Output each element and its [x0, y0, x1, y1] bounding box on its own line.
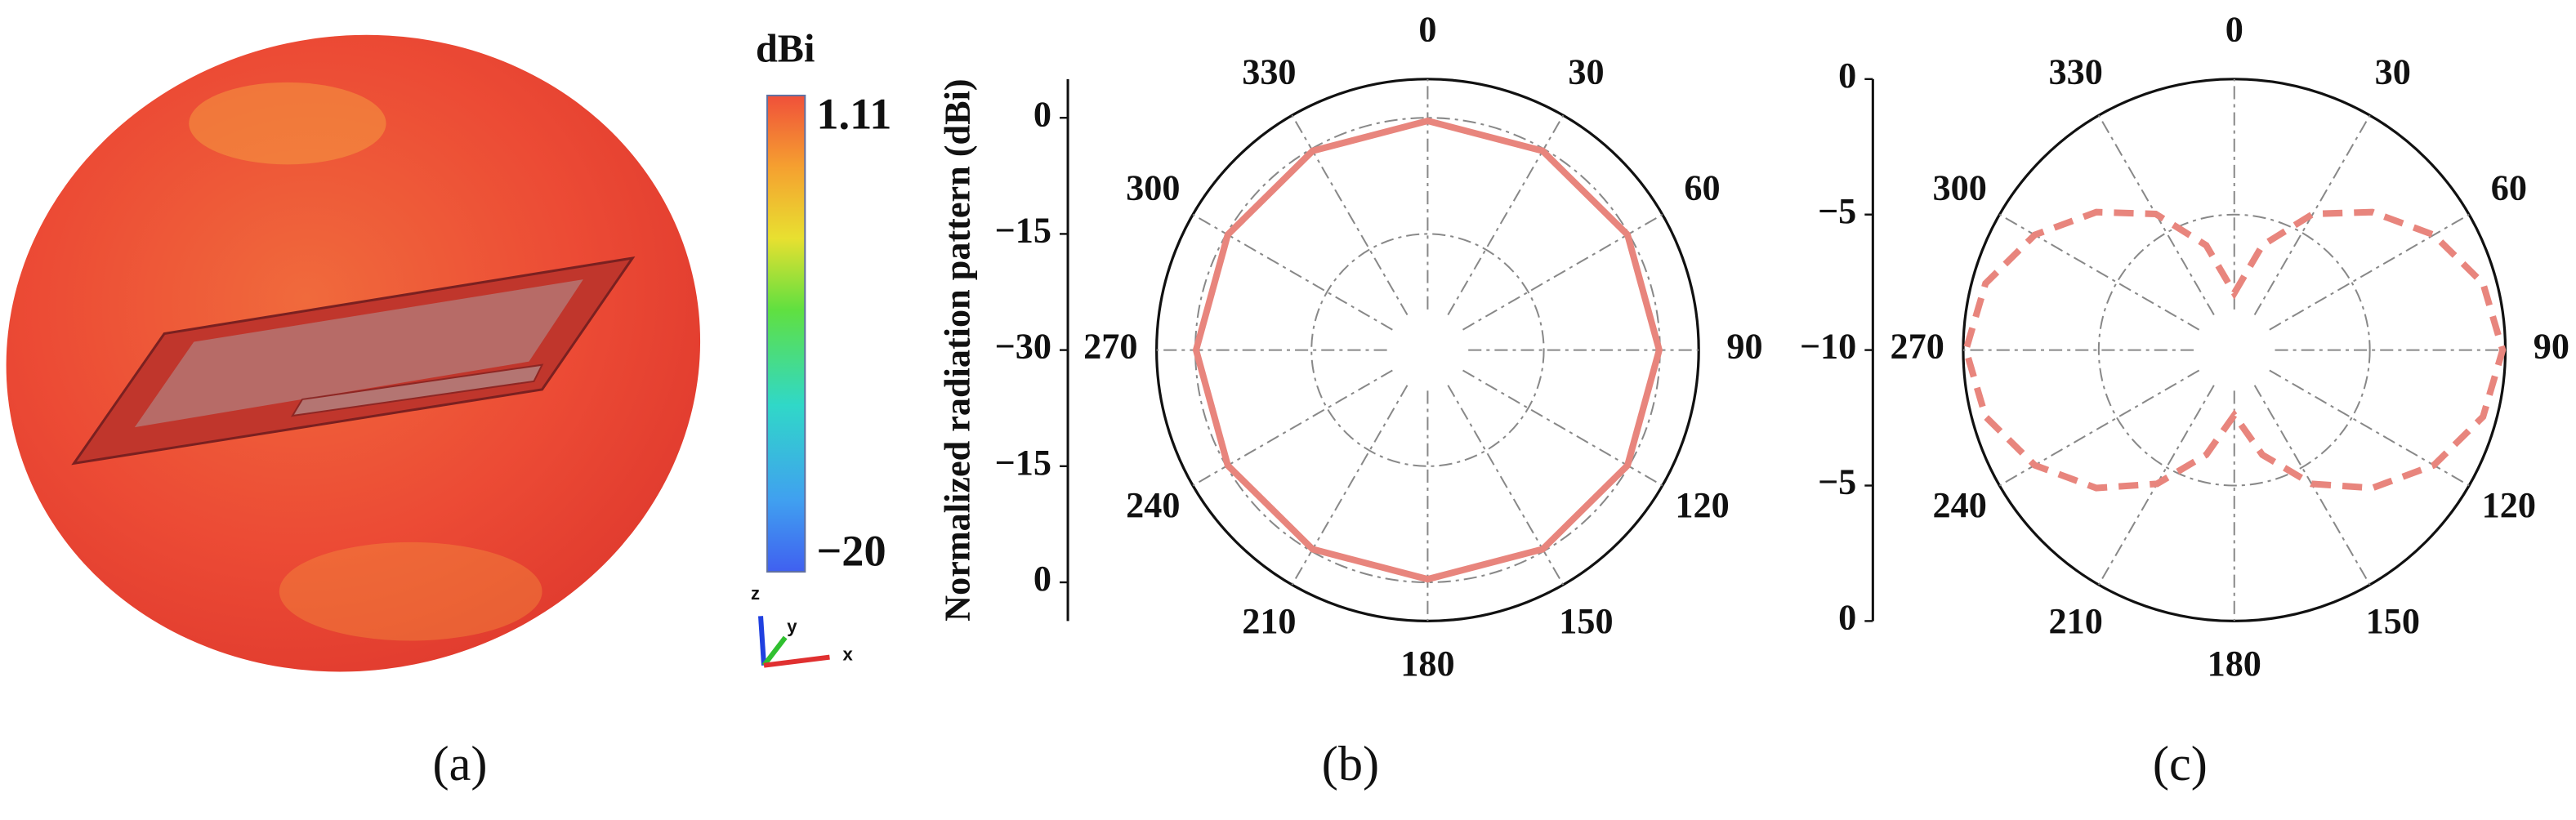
r-tick-label: −5: [1818, 191, 1856, 231]
angle-tick-label: 240: [1126, 485, 1180, 525]
grid-circle: [1194, 117, 1661, 584]
angle-tick-label: 60: [2491, 168, 2527, 208]
angle-tick-label: 0: [2226, 10, 2243, 50]
r-tick-label: 0: [1034, 94, 1051, 134]
axis-triad: z y x: [751, 583, 854, 668]
grid-circle: [2097, 213, 2371, 487]
grid-spoke: [1462, 369, 1663, 487]
grid-circle: [1310, 233, 1545, 467]
angle-tick-label: 90: [2534, 327, 2569, 367]
grid-spoke: [1291, 385, 1409, 586]
triad-label: z: [751, 583, 760, 604]
angle-tick-label: 210: [2049, 601, 2103, 641]
angle-tick-label: 90: [1726, 327, 1762, 367]
r-tick-label: 0: [1838, 56, 1856, 96]
grid-spoke: [1291, 114, 1409, 316]
caption: (c): [2153, 737, 2208, 791]
angle-tick-label: 120: [1675, 485, 1729, 525]
series-line: [1192, 117, 1663, 583]
angle-tick-label: 150: [2366, 601, 2420, 641]
angle-tick-label: 240: [1932, 485, 1986, 525]
r-tick-label: 0: [1034, 559, 1051, 599]
angle-tick-label: 30: [2375, 52, 2411, 92]
angle-tick-label: 0: [1418, 10, 1436, 50]
grid-spoke: [2269, 213, 2470, 331]
grid-spoke: [2253, 114, 2371, 316]
colorbar-tick-label: −20: [816, 526, 886, 575]
angle-tick-label: 30: [1568, 52, 1604, 92]
colorbar-title: dBi: [756, 28, 815, 71]
r-tick-label: 0: [1838, 598, 1856, 638]
grid-spoke: [1462, 213, 1663, 331]
grid-spoke: [1192, 213, 1393, 331]
polar-frame: [1962, 78, 2507, 623]
angle-tick-label: 330: [2049, 52, 2103, 92]
angle-tick-label: 60: [1684, 168, 1720, 208]
angle-tick-label: 120: [2482, 485, 2536, 525]
colorbar-tick-label: 1.11: [816, 90, 891, 139]
polar-frame: [1155, 78, 1700, 623]
grid-spoke: [1192, 369, 1393, 487]
triad-label: x: [843, 644, 854, 664]
angle-tick-label: 300: [1932, 168, 1986, 208]
grid-spoke: [1447, 385, 1565, 586]
caption: (a): [433, 737, 488, 791]
r-tick-label: −30: [995, 327, 1051, 367]
r-tick-label: −15: [995, 443, 1051, 483]
r-tick-label: −15: [995, 211, 1051, 251]
angle-tick-label: 180: [2208, 644, 2261, 684]
grid-spoke: [1447, 114, 1565, 316]
angle-tick-label: 210: [1242, 601, 1296, 641]
colorbar: [766, 94, 806, 573]
r-tick-label: −10: [1800, 327, 1856, 367]
angle-tick-label: 330: [1242, 52, 1296, 92]
triad-label: y: [787, 616, 797, 636]
angle-tick-label: 150: [1559, 601, 1613, 641]
grid-spoke: [2269, 369, 2470, 487]
r-tick-label: −5: [1818, 462, 1856, 502]
caption: (b): [1322, 737, 1379, 791]
pattern-3d: [6, 34, 701, 672]
angle-tick-label: 270: [1890, 327, 1944, 367]
angle-tick-label: 300: [1126, 168, 1180, 208]
angle-tick-label: 180: [1400, 644, 1454, 684]
y-axis-label: Normalized radiation pattern (dBi): [937, 78, 977, 621]
angle-tick-label: 270: [1083, 327, 1137, 367]
series-line: [1962, 208, 2507, 492]
